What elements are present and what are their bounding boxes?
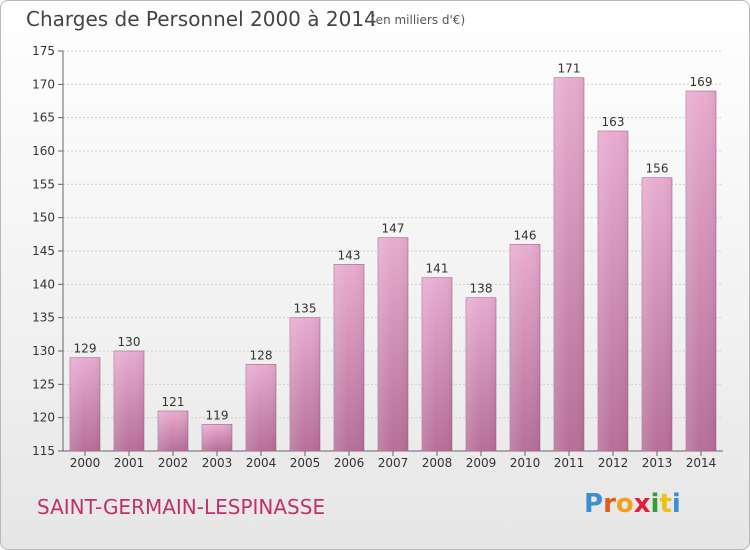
bar-shade (246, 364, 276, 451)
chart-subtitle: (en milliers d'€) (371, 13, 466, 27)
x-tick-label: 2002 (158, 456, 189, 470)
y-tick-label: 115 (32, 444, 55, 458)
logo-letter: P (584, 489, 604, 519)
bar-shade (334, 264, 364, 451)
logo-letter: x (633, 489, 651, 519)
bar-value-label: 138 (470, 282, 493, 296)
y-tick-label: 155 (32, 177, 55, 191)
x-tick-label: 2011 (554, 456, 585, 470)
bar-shade (598, 131, 628, 451)
x-tick-label: 2014 (686, 456, 717, 470)
logo-letter: i (671, 489, 681, 519)
x-tick-label: 2003 (202, 456, 233, 470)
y-tick-label: 165 (32, 111, 55, 125)
bar-value-label: 121 (162, 395, 185, 409)
y-tick-label: 170 (32, 77, 55, 91)
bar-shade (466, 297, 496, 451)
bar-shade (202, 424, 232, 451)
logo-letter: o (615, 489, 634, 519)
y-tick-label: 175 (32, 44, 55, 58)
bar-value-label: 128 (250, 348, 273, 362)
y-tick-label: 130 (32, 344, 55, 358)
x-tick-label: 2005 (290, 456, 321, 470)
bar-value-label: 156 (646, 162, 669, 176)
bar-shade (114, 351, 144, 451)
x-tick-label: 2010 (510, 456, 541, 470)
y-tick-label: 120 (32, 411, 55, 425)
bar-value-label: 147 (382, 222, 405, 236)
bar-value-label: 146 (514, 228, 537, 242)
logo-letter: r (603, 489, 616, 519)
y-tick-label: 150 (32, 211, 55, 225)
bar-value-label: 169 (690, 75, 713, 89)
y-tick-label: 125 (32, 377, 55, 391)
x-tick-label: 2013 (642, 456, 673, 470)
bar-value-label: 129 (74, 342, 97, 356)
x-tick-label: 2007 (378, 456, 409, 470)
bar-value-label: 135 (294, 302, 317, 316)
x-tick-label: 2012 (598, 456, 629, 470)
bar-shade (290, 317, 320, 451)
bar-value-label: 143 (338, 248, 361, 262)
location-name: SAINT-GERMAIN-LESPINASSE (37, 495, 326, 519)
proxiti-logo[interactable]: Proxiti (584, 489, 681, 519)
x-tick-label: 2004 (246, 456, 277, 470)
bar-value-label: 163 (602, 115, 625, 129)
x-tick-label: 2001 (114, 456, 145, 470)
bar-shade (686, 91, 716, 451)
bar-shade (510, 244, 540, 451)
y-tick-label: 140 (32, 277, 55, 291)
bar-value-label: 171 (558, 62, 581, 76)
bar-value-label: 141 (426, 262, 449, 276)
bar-shade (378, 237, 408, 451)
logo-letter: t (659, 489, 672, 519)
logo-letter: i (650, 489, 660, 519)
y-tick-label: 160 (32, 144, 55, 158)
x-tick-label: 2000 (70, 456, 101, 470)
bar-value-label: 130 (118, 335, 141, 349)
chart-title: Charges de Personnel 2000 à 2014 (26, 7, 377, 31)
x-tick-label: 2006 (334, 456, 365, 470)
bar-value-label: 119 (206, 408, 229, 422)
bar-shade (422, 277, 452, 451)
x-tick-label: 2008 (422, 456, 453, 470)
bar-shade (158, 411, 188, 451)
y-tick-label: 135 (32, 311, 55, 325)
x-tick-label: 2009 (466, 456, 497, 470)
bar-shade (642, 177, 672, 451)
y-tick-label: 145 (32, 244, 55, 258)
bar-shade (70, 357, 100, 451)
bar-shade (554, 77, 584, 452)
